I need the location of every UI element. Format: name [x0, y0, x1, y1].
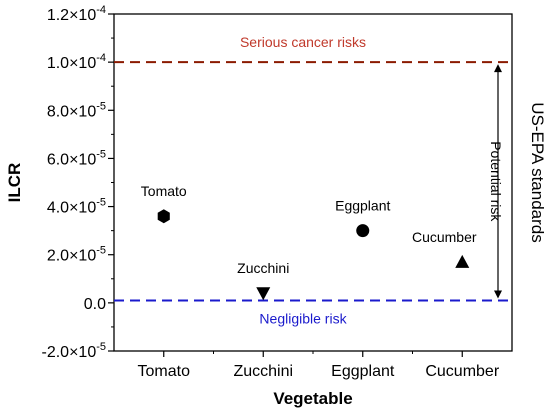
- y-tick-label: 4.0×10-5: [47, 197, 106, 217]
- y-tick-label: 2.0×10-5: [47, 245, 106, 265]
- y-tick-label: 8.0×10-5: [47, 100, 106, 120]
- y-tick-label: 0.0: [84, 296, 106, 313]
- x-axis: Tomato Zucchini Eggplant Cucumber: [138, 351, 500, 380]
- x-tick-label: Cucumber: [425, 363, 499, 380]
- reference-lines: Serious cancer risks Negligible risk: [114, 34, 512, 326]
- data-point-label: Zucchini: [237, 260, 289, 276]
- data-point-hexagon: [157, 209, 170, 224]
- data-point-label: Eggplant: [335, 198, 390, 214]
- data-point-label: Cucumber: [412, 229, 477, 245]
- reference-line-label: Serious cancer risks: [240, 34, 366, 50]
- y-axis-title: ILCR: [5, 163, 24, 203]
- y-tick-label: 6.0×10-5: [47, 148, 106, 168]
- x-tick-label: Eggplant: [331, 363, 395, 380]
- x-tick-label: Tomato: [138, 363, 191, 380]
- x-tick-label: Zucchini: [233, 363, 293, 380]
- potential-risk-label: Potential risk: [488, 141, 504, 222]
- data-point-triangle-down: [256, 287, 271, 301]
- data-point-triangle-up: [455, 254, 470, 268]
- y-axis: -2.0×10-5 0.0 2.0×10-5 4.0×10-5 6.0×10-5 8.0×…: [42, 4, 114, 361]
- y-tick-label: 1.2×10-4: [47, 4, 106, 24]
- data-points: Tomato Zucchini Eggplant Cucumber: [141, 183, 477, 301]
- arrow-head-up: [494, 64, 502, 73]
- arrow-head-down: [494, 290, 502, 299]
- y-tick-label: -2.0×10-5: [42, 341, 107, 361]
- us-epa-standards-label: US-EPA standards: [528, 102, 547, 242]
- data-point-label: Tomato: [141, 183, 187, 199]
- reference-line-label: Negligible risk: [259, 310, 347, 326]
- y-tick-label: 1.0×10-4: [47, 52, 106, 72]
- data-point-circle: [356, 224, 370, 238]
- x-axis-title: Vegetable: [273, 389, 352, 408]
- annotations: [494, 64, 502, 299]
